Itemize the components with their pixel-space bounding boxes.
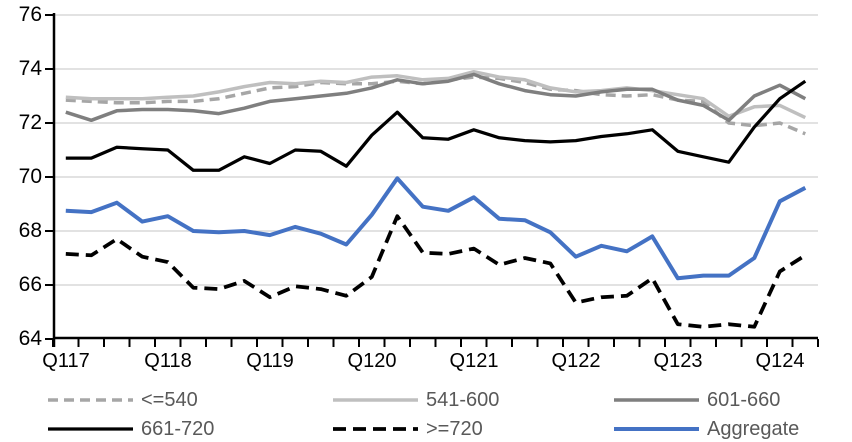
series-line-540 (65, 75, 806, 136)
series-line-661-720 (65, 79, 807, 172)
legend-item-541-600: 541-600 (333, 388, 499, 412)
x-tick-label: Q124 (755, 350, 805, 372)
x-tick-label: Q119 (246, 350, 294, 372)
x-tick-label: Q122 (551, 350, 601, 372)
series-line-aggregate (65, 176, 807, 281)
legend-item-aggregate: Aggregate (614, 417, 799, 441)
legend-swatch-black (48, 427, 133, 431)
y-tick-label: 66 (18, 273, 42, 296)
legend-item-ge720: >=720 (333, 417, 483, 441)
series-line-720 (65, 214, 807, 329)
x-tick-label: Q123 (653, 350, 703, 372)
y-tick-label: 76 (18, 3, 42, 26)
legend-label: 661-720 (141, 417, 215, 440)
legend-swatch-dark-gray (614, 398, 699, 402)
y-tick-label: 64 (18, 327, 42, 350)
legend-swatch-light-gray (333, 398, 418, 402)
y-tick-label: 70 (18, 165, 42, 188)
x-tick-label: Q120 (347, 350, 397, 372)
legend-label: >=720 (426, 417, 483, 440)
series-line-541-600 (65, 69, 807, 120)
legend-swatch-dashed-gray (48, 398, 133, 402)
x-tick-label: Q118 (144, 350, 192, 372)
legend-item-601-660: 601-660 (614, 388, 780, 412)
legend-label: 601-660 (707, 388, 781, 411)
legend-swatch-dashed-black (333, 427, 418, 431)
legend-item-661-720: 661-720 (48, 417, 214, 441)
y-tick-label: 74 (18, 57, 42, 80)
x-tick-label: Q121 (449, 350, 499, 372)
legend-label: 541-600 (426, 388, 500, 411)
legend-label: Aggregate (707, 417, 800, 440)
legend-label: <=540 (141, 388, 198, 411)
y-tick-label: 68 (18, 219, 42, 242)
y-tick-label: 72 (18, 111, 42, 134)
series-line-601-660 (65, 72, 807, 123)
legend-swatch-blue (614, 427, 699, 431)
x-tick-label: Q117 (42, 350, 90, 372)
legend-item-le540: <=540 (48, 388, 198, 412)
